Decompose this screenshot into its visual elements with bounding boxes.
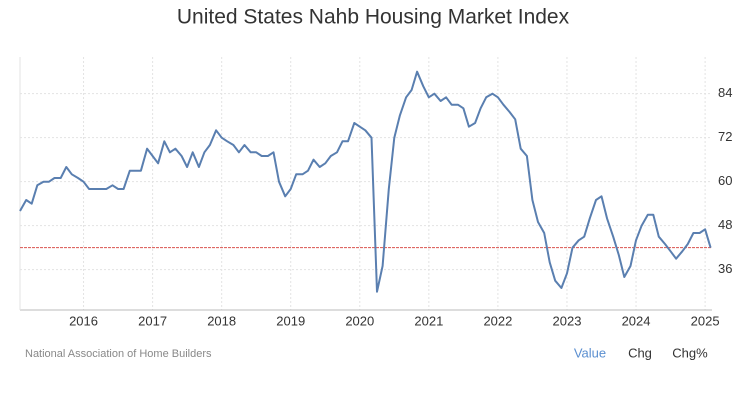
source: National Association of Home Builders (25, 348, 212, 360)
x-tick-label: 2017 (138, 313, 167, 328)
toggle-button[interactable]: Chg (628, 345, 652, 360)
data-line (19, 70, 712, 293)
x-tick-label: 2021 (414, 313, 443, 328)
y-tick-label: 48 (718, 217, 732, 232)
toggle-button[interactable]: Value (574, 345, 606, 360)
y-tick-label: 60 (718, 173, 732, 188)
y-tick-label: 36 (718, 261, 732, 276)
toggle-button[interactable]: Chg% (672, 345, 708, 360)
x-tick-label: 2020 (345, 313, 374, 328)
x-tick-label: 2025 (691, 313, 720, 328)
y-tick-label: 84 (718, 85, 732, 100)
x-tick-label: 2016 (69, 313, 98, 328)
x-tick-label: 2022 (483, 313, 512, 328)
x-tick-label: 2023 (553, 313, 582, 328)
chart-title: United States Nahb Housing Market Index (177, 6, 570, 29)
y-tick-label: 72 (718, 129, 732, 144)
x-tick-label: 2024 (622, 313, 651, 328)
x-tick-label: 2018 (207, 313, 236, 328)
x-tick-label: 2019 (276, 313, 305, 328)
